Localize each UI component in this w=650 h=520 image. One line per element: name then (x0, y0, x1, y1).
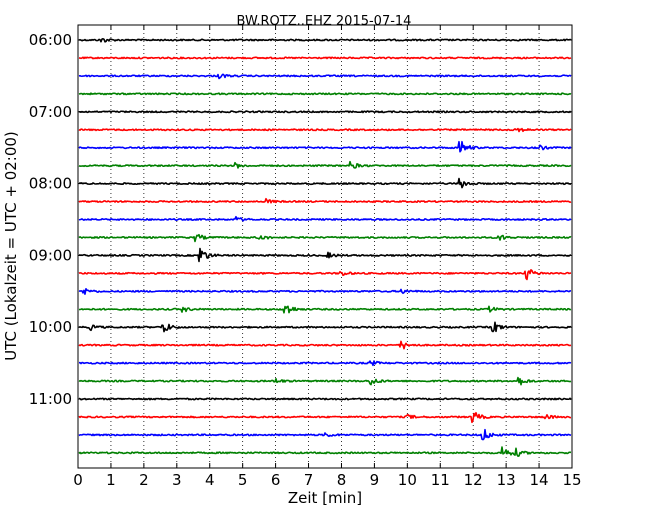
trace-0900 (78, 247, 572, 263)
trace-0830 (78, 215, 572, 222)
x-tick-label: 6 (271, 471, 281, 489)
trace-1015 (78, 340, 572, 350)
vertical-gridlines (110, 25, 540, 468)
trace-0800 (78, 177, 572, 189)
y-axis-ticks: 06:00 07:00 08:00 09:00 10:00 11:00 (29, 31, 572, 408)
x-tick-label: 9 (370, 471, 380, 489)
seismic-traces (78, 37, 572, 458)
trace-0945 (78, 305, 572, 314)
y-axis-label: UTC (Lokalzeit = UTC + 02:00) (2, 131, 20, 361)
y-tick-label: 08:00 (29, 175, 72, 193)
y-tick-label: 06:00 (29, 31, 72, 49)
x-tick-label: 13 (497, 471, 516, 489)
trace-0645 (78, 92, 572, 96)
trace-0630 (78, 73, 572, 80)
trace-0745 (78, 160, 572, 169)
x-tick-label: 0 (73, 471, 83, 489)
y-tick-label: 09:00 (29, 246, 72, 264)
trace-0730 (78, 140, 572, 153)
x-tick-label: 14 (530, 471, 549, 489)
trace-0915 (78, 269, 572, 281)
trace-0700 (78, 110, 572, 114)
trace-0815 (78, 197, 572, 204)
plot-frame (77, 24, 573, 469)
trace-1115 (78, 411, 572, 424)
x-tick-label: 11 (431, 471, 450, 489)
trace-0600 (78, 37, 572, 43)
trace-0715 (78, 127, 572, 133)
x-axis-ticks: 0 1 2 3 4 5 6 7 8 9 10 11 12 13 14 15 (73, 25, 582, 489)
x-tick-label: 10 (398, 471, 417, 489)
trace-1045 (78, 376, 572, 386)
trace-0930 (78, 287, 572, 295)
x-tick-label: 1 (106, 471, 116, 489)
x-tick-label: 15 (562, 471, 581, 489)
trace-0615 (78, 56, 572, 60)
trace-1130 (78, 428, 572, 441)
trace-1000 (78, 321, 572, 333)
y-tick-label: 11:00 (29, 390, 72, 408)
trace-1145 (78, 446, 572, 458)
y-tick-label: 07:00 (29, 103, 72, 121)
chart-title: BW.ROTZ..EHZ 2015-07-14 (237, 14, 412, 29)
x-tick-label: 12 (464, 471, 483, 489)
x-tick-label: 2 (139, 471, 149, 489)
x-tick-label: 7 (304, 471, 314, 489)
trace-1100 (78, 397, 572, 401)
x-tick-label: 3 (172, 471, 182, 489)
y-tick-label: 10:00 (29, 318, 72, 336)
trace-1030 (78, 360, 572, 367)
x-tick-label: 8 (337, 471, 347, 489)
trace-0845 (78, 233, 572, 243)
x-tick-label: 4 (205, 471, 215, 489)
x-axis-label: Zeit [min] (288, 489, 362, 507)
x-tick-label: 5 (238, 471, 248, 489)
